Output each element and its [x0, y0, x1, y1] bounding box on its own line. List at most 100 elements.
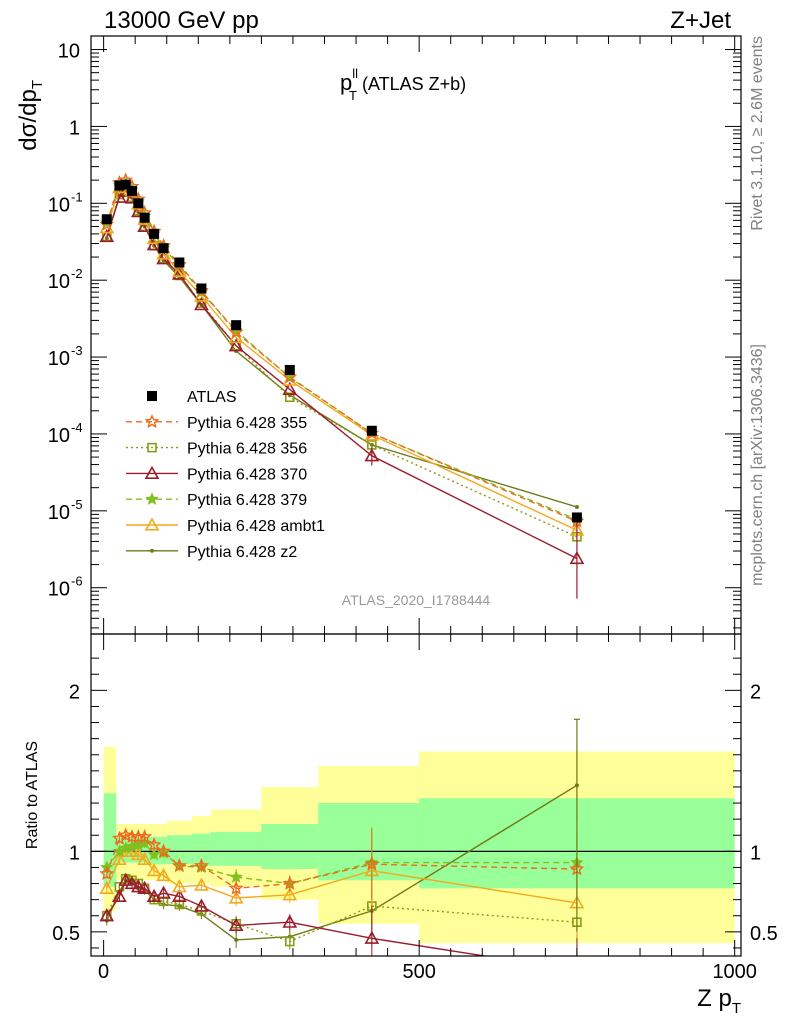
- series-line-pythia-6-428-ambt1: [106, 183, 578, 531]
- point-pythia-6-428-370: [228, 338, 244, 352]
- ratio-point-pythia-6-428-ambt1: [99, 880, 115, 894]
- point-pythia-6-428-370: [171, 266, 187, 280]
- ratio-point-pythia-6-428-355: [156, 843, 172, 858]
- legend-label-pythia-6-428-ambt1: Pythia 6.428 ambt1: [187, 518, 325, 535]
- ratio-point-pythia-6-428-379: [229, 870, 243, 883]
- legend-item-pythia-6-428-ambt1: Pythia 6.428 ambt1: [126, 517, 325, 535]
- point-atlas: [571, 512, 582, 523]
- series-pythia-6-428-379: [100, 176, 584, 526]
- ratio-frame: [90, 633, 742, 957]
- series-atlas: [101, 179, 582, 523]
- series-line-pythia-6-428-370: [106, 190, 578, 560]
- x-axis-label-main: Z p: [697, 985, 732, 1012]
- uncertainty-band-inner: [141, 836, 148, 863]
- uncertainty-band-inner: [109, 793, 117, 887]
- legend-label-pythia-6-428-356: Pythia 6.428 356: [187, 441, 307, 458]
- ratio-point-pythia-6-428-370: [112, 888, 127, 903]
- legend-item-atlas: ATLAS: [147, 389, 237, 406]
- plot-title: pll T (ATLAS Z+b): [340, 66, 466, 103]
- y-tick-label-base: 10: [48, 425, 70, 447]
- ratio-point-pythia-6-428-355: [282, 875, 298, 890]
- ratio-point-pythia-6-428-355: [118, 827, 134, 842]
- uncertainty-band-inner: [103, 793, 110, 887]
- ratio-y-tick-label: 0.5: [52, 923, 80, 945]
- ratio-point-pythia-6-428-370: [130, 879, 146, 893]
- ratio-point-pythia-6-428-355: [228, 880, 244, 895]
- y-tick-label: 10: [48, 425, 70, 447]
- point-pythia-6-428-z2: [104, 236, 109, 241]
- ratio-series-pythia-6-428-370: [99, 872, 583, 975]
- legend-marker-pythia-6-428-355: [144, 413, 160, 429]
- ratio-point-pythia-6-428-355: [99, 866, 115, 881]
- y-tick-label-base: 10: [48, 579, 70, 601]
- y-tick-label: 10: [48, 194, 70, 216]
- ratio-point-pythia-6-428-370: [282, 914, 298, 928]
- ratio-y-tick-label-right: 2: [750, 681, 761, 703]
- plot-title-sup: ll: [352, 66, 358, 81]
- ratio-point-pythia-6-428-ambt1: [228, 890, 244, 904]
- y-tick-label-base: 10: [48, 502, 70, 524]
- y-tick-label: 10: [58, 41, 80, 63]
- ratio-point-pythia-6-428-370: [194, 898, 209, 912]
- ratio-point-pythia-6-428-ambt1: [130, 846, 146, 861]
- y-tick-label-exponent: -1: [71, 189, 83, 204]
- plot-title-rest: (ATLAS Z+b): [357, 74, 466, 94]
- legend-marker-pythia-6-428-356: [147, 442, 157, 453]
- series-pythia-6-428-356: [101, 186, 582, 542]
- ratio-point-pythia-6-428-355: [171, 857, 187, 873]
- ratio-point-pythia-6-428-ambt1: [171, 879, 187, 893]
- ratio-point-pythia-6-428-370: [118, 872, 134, 886]
- y-tick-label-exponent: -3: [71, 343, 83, 358]
- legend-label-pythia-6-428-355: Pythia 6.428 355: [187, 415, 307, 432]
- point-atlas: [284, 364, 295, 375]
- ratio-line-pythia-6-428-356: [106, 877, 577, 943]
- ratio-clipped: [91, 718, 741, 975]
- legend-item-pythia-6-428-z2: Pythia 6.428 z2: [126, 544, 297, 561]
- ratio-point-pythia-6-428-370: [571, 964, 583, 975]
- ratio-point-pythia-6-428-379: [147, 847, 161, 861]
- header-right: Z+Jet: [670, 7, 731, 34]
- series-pythia-6-428-370: [99, 183, 585, 565]
- ratio-point-pythia-6-428-370: [171, 888, 187, 903]
- legend-item-pythia-6-428-356: Pythia 6.428 356: [126, 441, 307, 458]
- ratio-point-pythia-6-428-370: [364, 930, 380, 944]
- point-atlas: [101, 214, 112, 225]
- uncertainty-band-inner: [210, 832, 262, 866]
- series-line-pythia-6-428-355: [106, 179, 578, 522]
- point-atlas: [114, 180, 125, 191]
- legend-label-atlas: ATLAS: [187, 389, 237, 406]
- plot-title-main: p: [340, 70, 352, 95]
- legend-item-pythia-6-428-379: Pythia 6.428 379: [126, 492, 307, 509]
- ratio-point-pythia-6-428-370: [146, 888, 162, 903]
- ratio-panel: 0.5 0.5 1 1 2 2 0 500 1000 Ratio to ATLAS Z pT: [24, 633, 778, 1017]
- y-tick-label-base: 10: [48, 194, 70, 216]
- ratio-point-pythia-6-428-355: [193, 857, 209, 873]
- ratio-point-pythia-6-428-356: [284, 936, 295, 947]
- point-atlas: [149, 228, 160, 239]
- ratio-point-pythia-6-428-ambt1: [156, 867, 171, 882]
- ratio-point-pythia-6-428-355: [137, 829, 153, 844]
- legend-item-pythia-6-428-355: Pythia 6.428 355: [126, 413, 307, 432]
- ratio-y-tick-label-right: 0.5: [750, 923, 778, 945]
- uncertainty-band-inner: [261, 823, 319, 870]
- ratio-point-pythia-6-428-370: [137, 880, 153, 894]
- y-tick-label-exponent: -6: [71, 574, 83, 589]
- legend-label-pythia-6-428-z2: Pythia 6.428 z2: [187, 544, 297, 561]
- analysis-watermark: ATLAS_2020_I1788444: [342, 592, 491, 608]
- y-tick-label: 10: [48, 348, 70, 370]
- point-atlas: [231, 320, 242, 331]
- x-axis-label: Z pT: [697, 985, 741, 1017]
- ratio-point-pythia-6-428-ambt1: [137, 851, 153, 866]
- ratio-point-pythia-6-428-ambt1: [112, 851, 127, 866]
- side-text-top: Rivet 3.1.10, ≥ 2.6M events: [749, 36, 766, 231]
- legend-marker-pythia-6-428-379: [145, 492, 159, 505]
- series-pythia-6-428-ambt1: [99, 176, 585, 536]
- point-atlas: [174, 257, 185, 268]
- x-tick-label: 0: [98, 961, 109, 983]
- ratio-point-pythia-6-428-355: [146, 837, 162, 852]
- y-tick-label: 10: [48, 271, 70, 293]
- point-pythia-6-428-355: [282, 369, 298, 384]
